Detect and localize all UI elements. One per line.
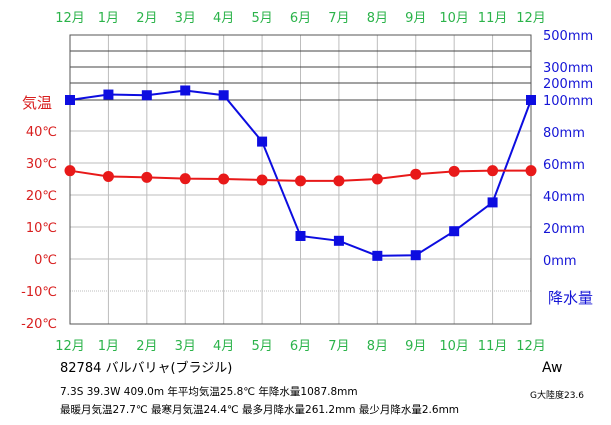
temperature-point	[371, 173, 383, 185]
precipitation-axis-title: 降水量	[548, 289, 593, 307]
precipitation-tick-label: 200mm	[543, 77, 593, 92]
month-label-top: 2月	[136, 11, 157, 26]
month-label-bottom: 6月	[290, 339, 311, 354]
temperature-tick-label: 10℃	[26, 221, 57, 236]
precipitation-point	[526, 95, 536, 105]
chart-gridlines	[70, 34, 531, 324]
temperature-axis: 気温 40℃ 30℃ 20℃ 10℃ 0℃ -10℃ -20℃	[21, 94, 57, 332]
plot-frame	[69, 34, 532, 325]
temperature-tick-label: 40℃	[26, 125, 57, 140]
temperature-series	[64, 165, 537, 187]
month-label-top: 10月	[439, 11, 469, 26]
station-extremes: 最暖月気温27.7℃ 最寒月気温24.4℃ 最多月降水量261.2mm 最少月降…	[60, 404, 460, 416]
continentality-index: G大陸度23.6	[530, 391, 585, 401]
month-label-top: 9月	[405, 11, 426, 26]
temperature-point	[525, 165, 537, 177]
month-label-bottom: 3月	[175, 339, 196, 354]
month-label-top: 12月	[55, 11, 85, 26]
month-labels-top: 12月 1月 2月 3月 4月 5月 6月 7月 8月 9月 10月 11月 12月	[55, 11, 546, 26]
month-labels-bottom: 12月 1月 2月 3月 4月 5月 6月 7月 8月 9月 10月 11月 12月	[55, 339, 546, 354]
precipitation-tick-label: 100mm	[543, 94, 593, 109]
precipitation-tick-label: 60mm	[543, 158, 585, 173]
temperature-tick-label: -10℃	[21, 285, 57, 300]
temperature-point	[141, 171, 153, 183]
temperature-tick-label: -20℃	[21, 317, 57, 332]
month-label-bottom: 1月	[98, 339, 119, 354]
precipitation-point	[410, 250, 421, 261]
precipitation-point	[141, 90, 152, 101]
precipitation-tick-label: 20mm	[543, 222, 585, 237]
month-label-top: 7月	[328, 11, 349, 26]
temperature-point	[64, 165, 76, 177]
temperature-tick-label: 20℃	[26, 189, 57, 204]
precipitation-tick-label: 0mm	[543, 254, 577, 269]
month-label-bottom: 12月	[516, 339, 546, 354]
month-label-top: 4月	[213, 11, 234, 26]
precipitation-tick-label: 40mm	[543, 190, 585, 205]
month-label-top: 1月	[98, 11, 119, 26]
month-label-bottom: 8月	[367, 339, 388, 354]
month-label-top: 11月	[478, 11, 508, 26]
precipitation-series	[65, 85, 536, 261]
month-label-top: 12月	[516, 11, 546, 26]
temperature-tick-label: 30℃	[26, 157, 57, 172]
station-location-summary: 7.3S 39.3W 409.0m 年平均気温25.8℃ 年降水量1087.8m…	[60, 386, 358, 398]
precipitation-point	[180, 85, 191, 96]
temperature-point	[256, 174, 268, 186]
temperature-axis-title: 気温	[22, 94, 52, 112]
temperature-point	[487, 165, 499, 177]
temperature-tick-label: 0℃	[34, 253, 57, 268]
month-label-top: 8月	[367, 11, 388, 26]
precipitation-point	[103, 89, 114, 100]
precipitation-point	[257, 136, 268, 147]
temperature-point	[333, 175, 345, 187]
precipitation-point	[65, 95, 75, 105]
month-label-bottom: 11月	[478, 339, 508, 354]
month-label-bottom: 9月	[405, 339, 426, 354]
climate-class: Aw	[542, 360, 563, 376]
temperature-point	[102, 170, 114, 182]
month-label-top: 6月	[290, 11, 311, 26]
month-label-bottom: 5月	[251, 339, 272, 354]
precipitation-point	[487, 197, 498, 208]
temperature-point	[410, 168, 422, 180]
precipitation-point	[449, 226, 460, 237]
precipitation-tick-label: 80mm	[543, 126, 585, 141]
precipitation-point	[333, 235, 344, 246]
month-label-bottom: 2月	[136, 339, 157, 354]
precipitation-point	[295, 231, 306, 241]
month-label-bottom: 4月	[213, 339, 234, 354]
temperature-point	[448, 165, 460, 177]
month-label-bottom: 7月	[328, 339, 349, 354]
precipitation-tick-label: 300mm	[543, 61, 593, 76]
month-label-top: 5月	[251, 11, 272, 26]
plot-border	[69, 34, 532, 325]
temperature-point	[179, 173, 191, 185]
month-label-bottom: 10月	[439, 339, 469, 354]
month-label-top: 3月	[175, 11, 196, 26]
precipitation-tick-label: 500mm	[543, 29, 593, 44]
station-name: 82784 バルバリャ(ブラジル)	[60, 361, 233, 376]
month-label-bottom: 12月	[55, 339, 85, 354]
temperature-point	[295, 175, 306, 187]
temperature-point	[218, 173, 230, 185]
precipitation-point	[372, 250, 383, 261]
precipitation-point	[218, 90, 229, 101]
